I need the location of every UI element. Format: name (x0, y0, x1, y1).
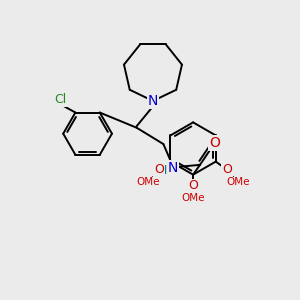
Text: N: N (148, 94, 158, 108)
Text: O: O (209, 136, 220, 150)
Text: H: H (158, 164, 167, 177)
Text: O: O (188, 179, 198, 193)
Text: N: N (168, 161, 178, 175)
Text: OMe: OMe (137, 177, 160, 188)
Text: OMe: OMe (226, 177, 250, 188)
Text: O: O (222, 164, 232, 176)
Text: Cl: Cl (54, 93, 66, 106)
Text: OMe: OMe (181, 194, 205, 203)
Text: O: O (154, 164, 164, 176)
